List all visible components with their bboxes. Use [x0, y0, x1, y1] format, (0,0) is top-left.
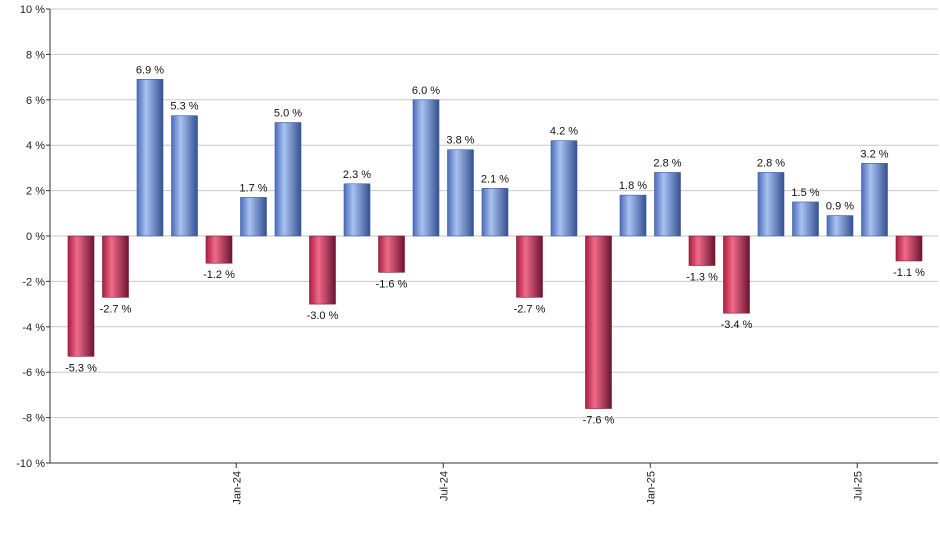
data-label: -2.7 % [514, 303, 546, 315]
x-axis-tick-labels: Jan-24 Jul-24 Jan-25 Jul-25 [231, 471, 864, 505]
bar-positive [447, 149, 474, 237]
x-tick-label: Jul-24 [438, 471, 450, 501]
bar-negative [688, 235, 716, 266]
bar-positive [619, 194, 647, 237]
bar-positive [171, 115, 198, 237]
bar-negative [723, 235, 750, 314]
bar-negative [585, 235, 612, 409]
data-label: 1.8 % [619, 180, 647, 192]
y-tick-label: -4 % [22, 322, 45, 334]
bar-negative [516, 235, 543, 298]
y-tick-label: 0 % [26, 231, 45, 243]
bar-negative [378, 235, 405, 273]
data-label: -1.6 % [376, 278, 408, 290]
data-label: -3.4 % [721, 319, 753, 331]
bar-positive [412, 99, 440, 237]
bar-positive [792, 201, 819, 237]
data-label: 5.3 % [170, 101, 198, 113]
bar-positive [343, 183, 371, 237]
data-label: 2.8 % [757, 157, 785, 169]
bar-positive [136, 79, 164, 237]
data-label: -1.2 % [203, 269, 235, 281]
data-label: 4.2 % [550, 126, 578, 138]
bar-positive [240, 197, 267, 237]
data-label: 1.5 % [791, 187, 819, 199]
x-tick-label: Jul-25 [852, 471, 864, 501]
bar-positive [654, 172, 681, 237]
y-tick-label: 6 % [26, 95, 45, 107]
bar-negative [67, 235, 95, 357]
y-tick-label: 2 % [26, 186, 45, 198]
data-label: 2.1 % [481, 173, 509, 185]
y-tick-label: -6 % [22, 367, 45, 379]
bar-negative [309, 235, 336, 305]
y-tick-label: -8 % [22, 413, 45, 425]
data-label: -1.1 % [893, 267, 925, 279]
y-axis-tick-labels: 10 % 8 % 6 % 4 % 2 % 0 % -2 % -4 % -6 % -8 % -10 % [16, 4, 45, 470]
data-label: -1.3 % [686, 272, 718, 284]
y-tick-label: 8 % [26, 49, 45, 61]
bar-positive [274, 122, 302, 237]
axes [46, 8, 938, 468]
y-tick-label: 10 % [20, 4, 45, 16]
data-label: -3.0 % [307, 310, 339, 322]
x-tick-label: Jan-25 [645, 471, 657, 505]
bar-negative [205, 235, 233, 264]
data-label: 1.7 % [239, 182, 267, 194]
bars [67, 79, 923, 409]
data-label: 3.2 % [860, 148, 888, 160]
data-label: 0.9 % [826, 201, 854, 213]
data-label: 5.0 % [274, 108, 302, 120]
y-tick-label: 4 % [26, 140, 45, 152]
data-label: 3.8 % [446, 135, 474, 147]
bar-positive [757, 172, 785, 237]
data-label: 6.9 % [136, 64, 164, 76]
data-label: -2.7 % [100, 303, 132, 315]
data-label: 2.8 % [653, 157, 681, 169]
data-labels: -5.3 % -2.7 % 6.9 % 5.3 % -1.2 % 1.7 % 5.0 % -3… [65, 64, 925, 426]
bar-negative [102, 235, 129, 298]
data-label: 2.3 % [343, 169, 371, 181]
data-label: -7.6 % [583, 415, 615, 427]
data-label: -5.3 % [65, 362, 97, 374]
bar-positive [481, 188, 509, 237]
bar-positive [861, 163, 888, 237]
data-label: 6.0 % [412, 85, 440, 97]
y-tick-label: -2 % [22, 276, 45, 288]
bar-positive [550, 140, 578, 237]
bar-positive [826, 215, 854, 237]
x-tick-label: Jan-24 [231, 471, 243, 505]
bar-negative [895, 235, 923, 262]
y-tick-label: -10 % [16, 458, 45, 470]
